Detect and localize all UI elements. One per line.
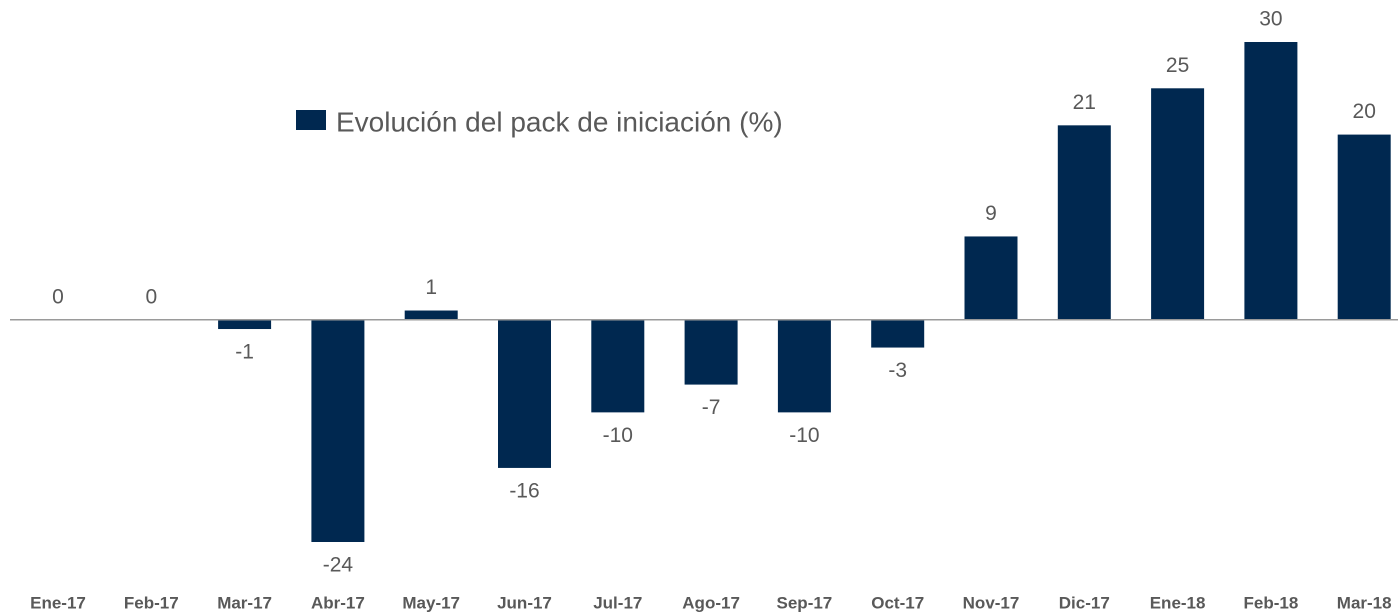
x-tick-label: Ago-17 — [682, 593, 740, 612]
value-label: -10 — [789, 424, 819, 447]
x-tick-label: Mar-17 — [217, 593, 272, 612]
value-label: 9 — [985, 202, 997, 225]
x-tick-label: Jul-17 — [593, 593, 642, 612]
bar — [498, 319, 551, 468]
x-tick-label: Ene-18 — [1150, 593, 1206, 612]
bar — [1244, 42, 1298, 320]
x-tick-label: Feb-17 — [124, 593, 179, 612]
value-label: -7 — [702, 396, 721, 419]
legend-label: Evolución del pack de iniciación (%) — [336, 106, 783, 137]
value-label: 20 — [1353, 100, 1376, 123]
bar — [1057, 125, 1111, 320]
value-label: 0 — [145, 285, 157, 308]
value-label: -3 — [888, 359, 907, 382]
value-label: 21 — [1073, 91, 1096, 114]
value-label: -16 — [509, 479, 539, 502]
bar — [777, 319, 831, 413]
bar — [311, 319, 365, 542]
bar — [684, 319, 738, 385]
x-tick-label: Oct-17 — [871, 593, 924, 612]
value-label: -1 — [235, 341, 254, 364]
bar — [871, 319, 925, 348]
value-label: 0 — [52, 285, 64, 308]
bar — [1337, 134, 1391, 320]
value-label: -24 — [323, 554, 354, 577]
x-tick-label: Abr-17 — [311, 593, 365, 612]
x-tick-label: Nov-17 — [963, 593, 1020, 612]
bar — [964, 236, 1018, 320]
value-label: 1 — [425, 276, 437, 299]
x-tick-label: Ene-17 — [30, 593, 86, 612]
x-tick-label: Dic-17 — [1059, 593, 1110, 612]
value-label: -10 — [603, 424, 633, 447]
x-tick-label: Mar-18 — [1337, 593, 1392, 612]
bar — [404, 310, 458, 320]
bar — [218, 319, 272, 330]
x-tick-label: Jun-17 — [497, 593, 552, 612]
legend-swatch — [296, 110, 326, 130]
bar — [591, 319, 645, 413]
x-tick-label: Sep-17 — [777, 593, 833, 612]
x-tick-label: May-17 — [402, 593, 460, 612]
x-tick-label: Feb-18 — [1244, 593, 1299, 612]
bar — [1151, 88, 1205, 320]
value-label: 30 — [1259, 8, 1282, 31]
value-label: 25 — [1166, 54, 1189, 77]
